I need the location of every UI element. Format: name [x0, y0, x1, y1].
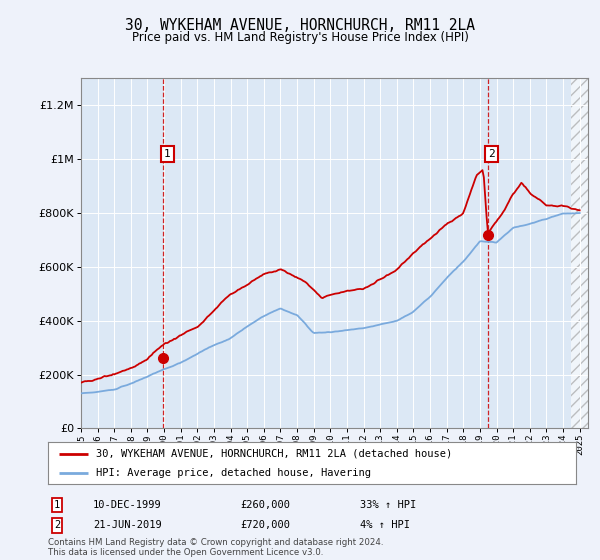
Text: Price paid vs. HM Land Registry's House Price Index (HPI): Price paid vs. HM Land Registry's House … [131, 31, 469, 44]
Bar [571, 78, 588, 428]
Text: 2: 2 [488, 149, 495, 159]
Text: 30, WYKEHAM AVENUE, HORNCHURCH, RM11 2LA: 30, WYKEHAM AVENUE, HORNCHURCH, RM11 2LA [125, 18, 475, 33]
Text: 30, WYKEHAM AVENUE, HORNCHURCH, RM11 2LA (detached house): 30, WYKEHAM AVENUE, HORNCHURCH, RM11 2LA… [95, 449, 452, 459]
Text: Contains HM Land Registry data © Crown copyright and database right 2024.
This d: Contains HM Land Registry data © Crown c… [48, 538, 383, 557]
Text: 33% ↑ HPI: 33% ↑ HPI [360, 500, 416, 510]
Text: 1: 1 [164, 149, 171, 159]
Text: 21-JUN-2019: 21-JUN-2019 [93, 520, 162, 530]
Text: 1: 1 [54, 500, 60, 510]
Text: £260,000: £260,000 [240, 500, 290, 510]
Text: 2: 2 [54, 520, 60, 530]
Text: £720,000: £720,000 [240, 520, 290, 530]
Text: 4% ↑ HPI: 4% ↑ HPI [360, 520, 410, 530]
Text: HPI: Average price, detached house, Havering: HPI: Average price, detached house, Have… [95, 468, 371, 478]
Text: 10-DEC-1999: 10-DEC-1999 [93, 500, 162, 510]
